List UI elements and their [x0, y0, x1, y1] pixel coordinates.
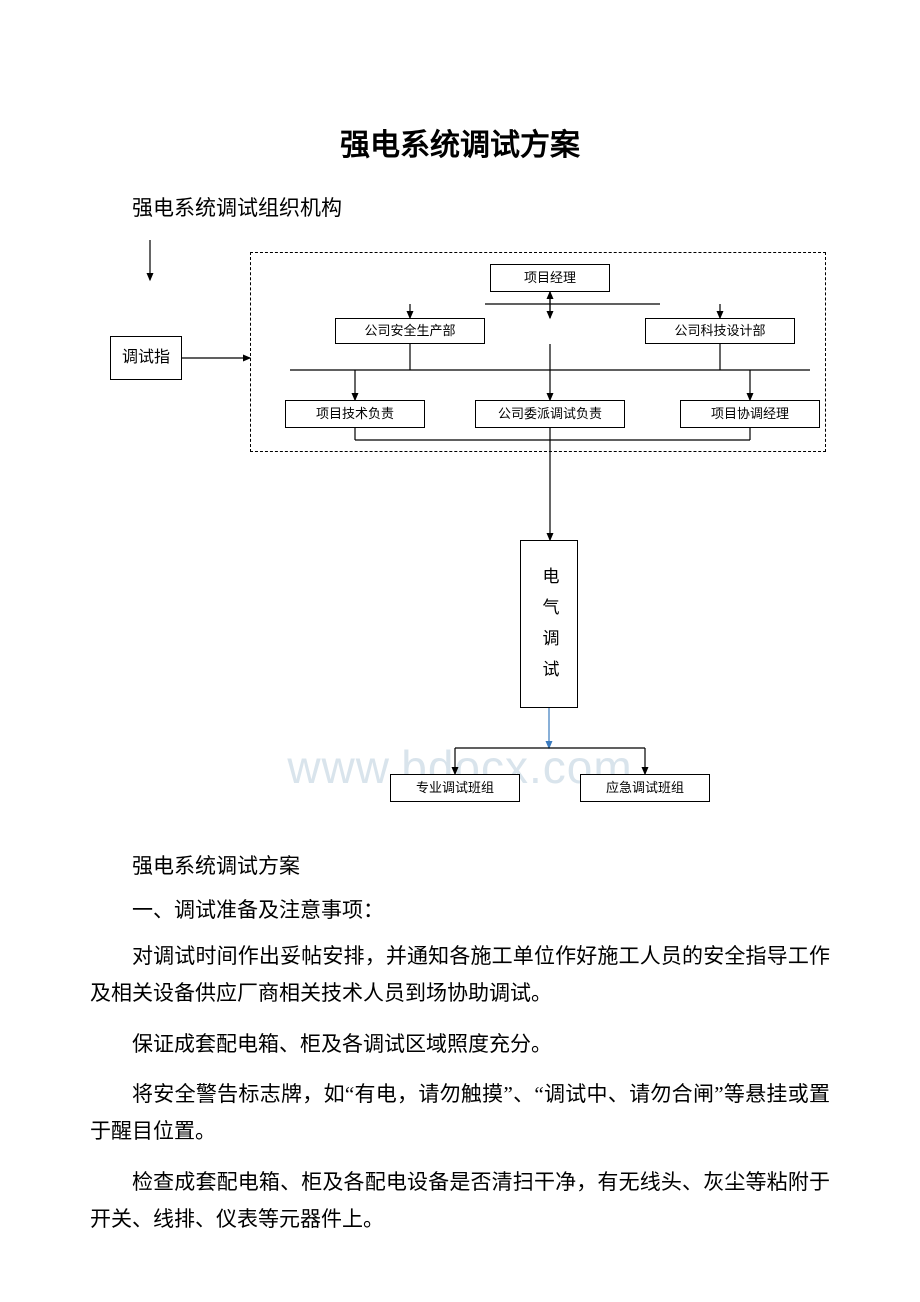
paragraph-3: 将安全警告标志牌，如“有电，请勿触摸”、“调试中、请勿合闸”等悬挂或置于醒目位置…	[90, 1076, 830, 1150]
node-emer_team: 应急调试班组	[580, 774, 710, 802]
node-co_test: 公司委派调试负责	[475, 400, 625, 428]
node-pm: 项目经理	[490, 264, 610, 292]
paragraph-4: 检查成套配电箱、柜及各配电设备是否清扫干净，有无线头、灰尘等粘附于开关、线排、仪…	[90, 1164, 830, 1238]
node-safety: 公司安全生产部	[335, 318, 485, 344]
paragraph-2: 保证成套配电箱、柜及各调试区域照度充分。	[90, 1026, 830, 1063]
node-tech_des: 公司科技设计部	[645, 318, 795, 344]
node-elec_test: 电气调试	[520, 540, 578, 708]
plan-heading: 强电系统调试方案	[90, 850, 830, 880]
node-proj_tech: 项目技术负责	[285, 400, 425, 428]
node-debug_ptr: 调试指	[110, 336, 182, 380]
sec1-heading: 一、调试准备及注意事项：	[90, 894, 830, 924]
org-heading: 强电系统调试组织机构	[90, 192, 830, 222]
node-pro_team: 专业调试班组	[390, 774, 520, 802]
page-title: 强电系统调试方案	[90, 120, 830, 164]
flowchart-diagram: www.bdocx.com 调试指项目经理公司安全生产部公司科技设计部项目技术负…	[90, 240, 830, 820]
paragraph-1: 对调试时间作出妥帖安排，并通知各施工单位作好施工人员的安全指导工作及相关设备供应…	[90, 938, 830, 1012]
node-proj_coord: 项目协调经理	[680, 400, 820, 428]
